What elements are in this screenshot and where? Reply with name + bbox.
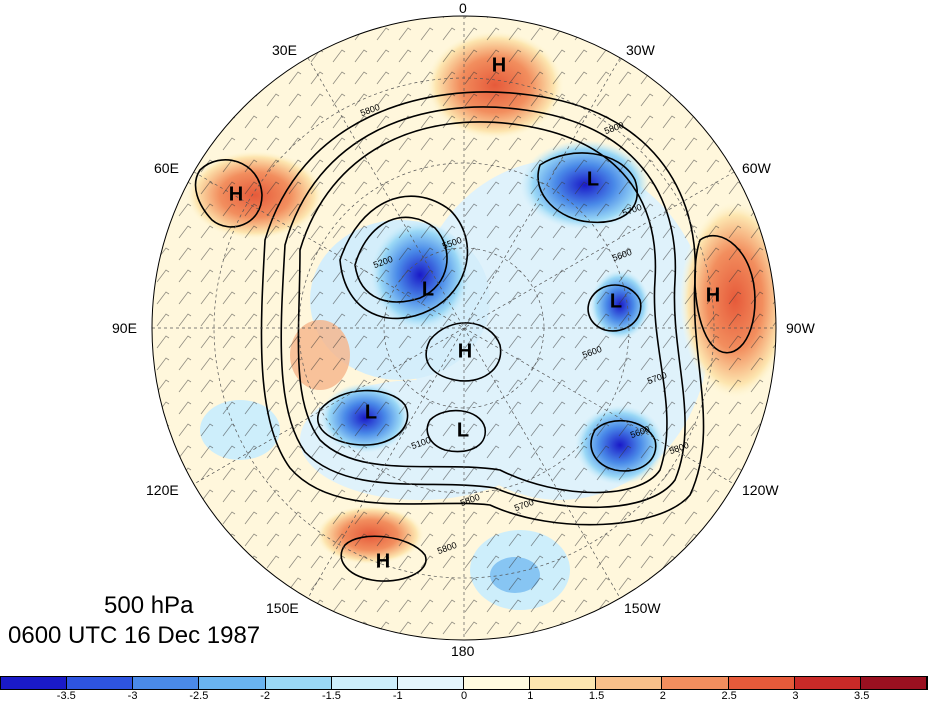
colorbar-swatch xyxy=(794,677,861,689)
lon-label-60e: 60E xyxy=(154,160,179,176)
colorbar-swatch xyxy=(265,677,332,689)
polar-stereographic-map xyxy=(151,15,777,641)
map-boundary xyxy=(151,15,777,641)
colorbar-tick-label: -3.5 xyxy=(56,690,76,702)
colorbar-tick-label: -1.5 xyxy=(321,690,341,702)
colorbar-swatch xyxy=(1,677,68,689)
colorbar-tick-label: 1 xyxy=(527,690,534,702)
colorbar-tick-label: 2.5 xyxy=(721,690,737,702)
low-marker: L xyxy=(586,168,600,191)
lon-label-90w: 90W xyxy=(786,320,815,336)
low-marker: L xyxy=(609,290,623,313)
colorbar-swatch xyxy=(331,677,398,689)
colorbar-tick-label: -1 xyxy=(392,690,403,702)
lon-label-150e: 150E xyxy=(266,600,299,616)
high-marker: H xyxy=(228,183,244,206)
colorbar-tick-label: 2 xyxy=(659,690,666,702)
colorbar-swatch xyxy=(860,677,927,689)
lon-label-120e: 120E xyxy=(146,482,179,498)
colorbar-swatch xyxy=(662,677,729,689)
colorbar xyxy=(0,676,928,690)
graticule xyxy=(152,16,776,640)
colorbar-tick-label: -2 xyxy=(260,690,271,702)
high-marker: H xyxy=(491,54,507,77)
colorbar-swatch xyxy=(67,677,134,689)
low-marker: L xyxy=(364,401,378,424)
low-marker: L xyxy=(456,419,470,442)
colorbar-swatch xyxy=(133,677,200,689)
lon-label-30w: 30W xyxy=(626,42,655,58)
high-marker: H xyxy=(705,284,721,307)
anomaly-field xyxy=(152,16,776,640)
colorbar-swatch xyxy=(530,677,597,689)
valid-time-title: 0600 UTC 16 Dec 1987 xyxy=(8,622,261,649)
colorbar-tick-label: -2.5 xyxy=(189,690,209,702)
lon-label-30e: 30E xyxy=(272,42,297,58)
colorbar-swatch xyxy=(199,677,266,689)
lon-label-60w: 60W xyxy=(742,160,771,176)
colorbar-tick-label: 3 xyxy=(792,690,799,702)
high-marker: H xyxy=(375,550,391,573)
lon-label-120w: 120W xyxy=(742,482,779,498)
colorbar-swatch xyxy=(463,677,531,689)
colorbar-tick-label: 0 xyxy=(460,690,468,702)
lon-label-0: 0 xyxy=(459,0,467,16)
lon-label-180: 180 xyxy=(451,643,475,659)
colorbar-swatch xyxy=(728,677,795,689)
lon-label-90e: 90E xyxy=(112,320,137,336)
pressure-level-title: 500 hPa xyxy=(104,592,194,619)
high-marker: H xyxy=(457,340,473,363)
colorbar-tick-label: 1.5 xyxy=(588,690,605,702)
colorbar-tick-label: 3.5 xyxy=(854,690,870,702)
colorbar-tick-label: -3 xyxy=(127,690,138,702)
low-marker: L xyxy=(421,278,435,301)
lon-label-150w: 150W xyxy=(624,600,661,616)
colorbar-swatch xyxy=(397,677,464,689)
colorbar-swatch xyxy=(596,677,663,689)
